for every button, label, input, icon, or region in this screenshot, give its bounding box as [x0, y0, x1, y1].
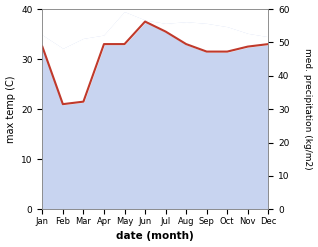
Y-axis label: med. precipitation (kg/m2): med. precipitation (kg/m2) — [303, 48, 313, 170]
Y-axis label: max temp (C): max temp (C) — [5, 75, 16, 143]
X-axis label: date (month): date (month) — [116, 231, 194, 242]
